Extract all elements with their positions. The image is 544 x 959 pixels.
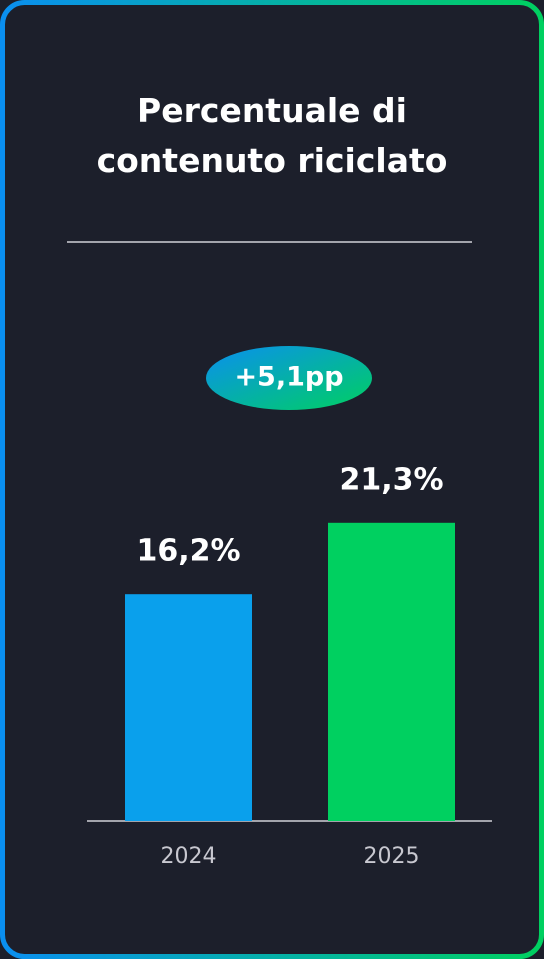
value-label: 16,2%: [136, 534, 240, 569]
value-label: 21,3%: [339, 462, 443, 497]
x-tick-label: 2024: [161, 844, 217, 869]
bar: [328, 522, 455, 821]
badge-text: +5,1pp: [234, 362, 343, 393]
bar: [125, 594, 252, 821]
badge: [206, 346, 372, 410]
x-tick-label: 2025: [364, 844, 420, 869]
chart-title: Percentuale di contenuto riciclato: [96, 91, 448, 180]
